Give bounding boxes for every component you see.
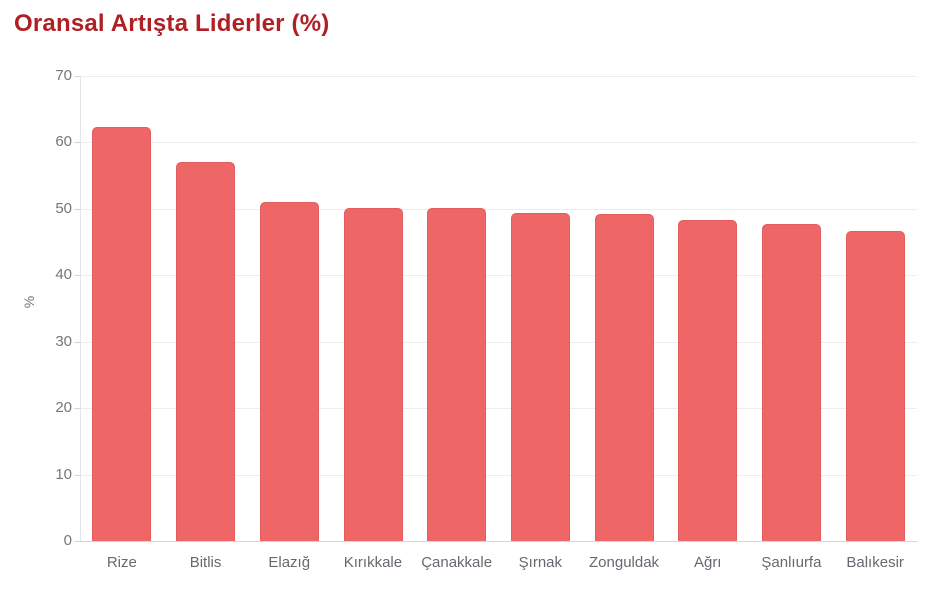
- bar-canakkale[interactable]: [427, 207, 487, 541]
- bar-elazig[interactable]: [259, 202, 319, 541]
- x-label-sirnak: Şırnak: [518, 554, 563, 571]
- y-tick-60: [74, 142, 80, 144]
- y-tick-20: [74, 408, 80, 410]
- bar-zonguldak[interactable]: [594, 213, 654, 541]
- bar-sanliurfa[interactable]: [762, 224, 821, 541]
- x-label-zonguldak: Zonguldak: [589, 554, 660, 571]
- gridline-70: [80, 76, 917, 77]
- x-label-canakkale: Çanakkale: [421, 554, 493, 571]
- y-tick-40: [74, 275, 80, 277]
- bar-kirikkale[interactable]: [343, 207, 403, 541]
- y-tick-0: [74, 541, 80, 542]
- y-tick-10: [74, 474, 80, 476]
- y-axis-line: [80, 76, 81, 541]
- x-label-kirikkale: Kırıkkale: [343, 554, 403, 571]
- bar-sirnak[interactable]: [510, 212, 570, 541]
- y-tick-label-70: 70: [55, 67, 72, 84]
- y-tick-label-10: 10: [55, 465, 72, 483]
- y-tick-label-20: 20: [55, 399, 72, 417]
- y-tick-label-50: 50: [55, 199, 72, 217]
- x-axis-line: [80, 541, 917, 542]
- x-label-rize: Rize: [106, 554, 137, 571]
- y-tick-50: [74, 208, 80, 210]
- chart-title: Oransal Artışta Liderler (%): [14, 10, 330, 37]
- gridline-10: [80, 474, 917, 476]
- gridline-20: [80, 408, 917, 410]
- x-label-agri: Ağrı: [693, 554, 722, 571]
- gridline-60: [80, 142, 917, 144]
- y-tick-70: [74, 76, 80, 77]
- bar-agri[interactable]: [678, 219, 738, 541]
- gridline-30: [80, 341, 917, 343]
- x-label-bitlis: Bitlis: [189, 554, 222, 571]
- y-axis-title: %: [21, 295, 37, 309]
- y-tick-label-60: 60: [55, 133, 72, 151]
- y-tick-label-40: 40: [55, 266, 72, 284]
- bar-balikesir[interactable]: [845, 230, 905, 541]
- y-tick-label-0: 0: [63, 532, 72, 549]
- bar-bitlis[interactable]: [176, 161, 235, 541]
- bar-rize[interactable]: [92, 127, 152, 541]
- x-label-balikesir: Balıkesir: [846, 554, 904, 571]
- y-tick-30: [74, 341, 80, 343]
- gridline-40: [80, 275, 917, 277]
- y-tick-label-30: 30: [55, 332, 72, 350]
- gridline-50: [80, 208, 917, 210]
- x-label-elazig: Elazığ: [268, 554, 311, 571]
- x-label-sanliurfa: Şanlıurfa: [761, 554, 822, 571]
